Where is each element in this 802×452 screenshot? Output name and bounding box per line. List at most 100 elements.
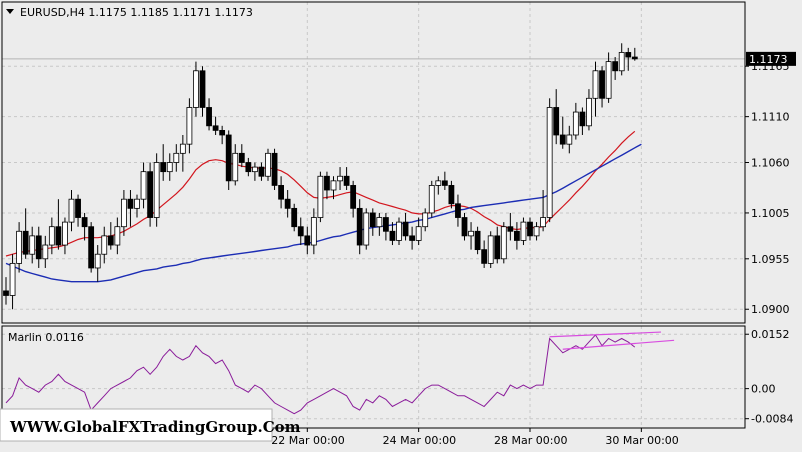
candle	[245, 157, 252, 177]
candle	[500, 222, 507, 264]
candle	[179, 134, 186, 172]
candle	[396, 217, 402, 246]
y-tick-label: 1.1110	[751, 111, 790, 124]
x-tick-label: 30 Mar 00:00	[605, 434, 678, 447]
candle-body	[363, 212, 370, 246]
candle-body	[199, 70, 206, 108]
candle-body	[520, 221, 527, 241]
candle-body	[251, 166, 258, 173]
candle	[546, 98, 553, 223]
candle-body	[317, 175, 324, 218]
candle	[134, 194, 140, 218]
candle	[559, 116, 566, 149]
candle-body	[487, 235, 494, 264]
candle	[540, 190, 546, 232]
candle-body	[310, 217, 317, 246]
candle-body	[107, 235, 114, 246]
indicator-y-tick-label: 0.00	[751, 383, 776, 396]
candle	[507, 212, 514, 241]
candle	[81, 212, 88, 241]
candle-body	[55, 226, 62, 246]
candle-body	[9, 262, 16, 296]
candle	[448, 180, 455, 209]
candle	[592, 61, 599, 117]
candle-body	[455, 203, 461, 218]
candle	[193, 61, 199, 117]
candle	[291, 203, 298, 232]
candle	[441, 171, 448, 191]
marlin-line	[5, 334, 636, 415]
candle	[579, 107, 586, 135]
candle-body	[206, 107, 212, 127]
candle	[514, 222, 520, 250]
candle-body	[376, 217, 383, 228]
symbol-header: EURUSD,H4 1.1175 1.1185 1.1171 1.1173	[20, 6, 253, 19]
candle-body	[566, 134, 573, 145]
candle	[494, 226, 501, 264]
candle-body	[16, 230, 23, 264]
candle	[186, 98, 193, 154]
candle-body	[415, 226, 422, 241]
candle-body	[422, 212, 429, 228]
candle-body	[461, 217, 468, 237]
candle	[147, 162, 154, 227]
candle-body	[579, 111, 586, 127]
candle	[369, 208, 376, 236]
candle-body	[186, 107, 193, 145]
candle-body	[625, 52, 632, 58]
indicator-y-tick-label: 0.0152	[751, 328, 790, 341]
candle-body	[468, 230, 474, 237]
dropdown-triangle-icon[interactable]	[6, 9, 14, 14]
candle-body	[435, 180, 442, 186]
current-price-label: 1.1173	[749, 53, 788, 66]
candle-body	[441, 180, 448, 186]
candle-body	[153, 162, 160, 218]
candle-body	[62, 221, 68, 246]
candle-body	[409, 235, 416, 241]
candle-body	[212, 125, 219, 131]
x-tick-label: 28 Mar 00:00	[494, 434, 567, 447]
candle-body	[304, 235, 311, 246]
candle	[48, 217, 55, 255]
candle-body	[81, 217, 88, 228]
candle-body	[428, 185, 435, 214]
candle	[533, 222, 540, 241]
candle-body	[382, 217, 389, 232]
candle-body	[68, 198, 75, 223]
candle-body	[173, 152, 180, 163]
candle-body	[297, 226, 304, 237]
candle-body	[330, 180, 337, 191]
candle-body	[140, 171, 147, 200]
candle	[101, 226, 108, 264]
indicator-y-tick-label: -0.0084	[751, 413, 793, 426]
candle-body	[258, 166, 265, 177]
candle	[527, 217, 533, 241]
candle	[356, 199, 363, 255]
candle-body	[572, 111, 579, 136]
candle	[461, 212, 468, 241]
candle-body	[500, 226, 507, 260]
candle-body	[238, 152, 245, 163]
candle-body	[474, 230, 481, 251]
candle	[232, 144, 239, 186]
candle	[127, 190, 134, 227]
candle	[415, 217, 422, 246]
candle-body	[337, 175, 343, 182]
candle	[107, 222, 114, 250]
candle	[337, 167, 343, 191]
candle-body	[592, 70, 599, 99]
x-tick-label: 24 Mar 00:00	[383, 434, 456, 447]
candle	[317, 171, 324, 223]
candle-body	[225, 134, 232, 182]
candle	[428, 180, 435, 218]
candle	[350, 180, 357, 218]
candle-body	[527, 221, 533, 237]
y-tick-label: 1.1060	[751, 157, 790, 170]
candle	[330, 176, 337, 200]
candle	[487, 231, 494, 268]
candle	[160, 144, 167, 181]
candle	[324, 171, 330, 200]
candle-body	[101, 235, 108, 255]
candle-body	[193, 70, 199, 108]
